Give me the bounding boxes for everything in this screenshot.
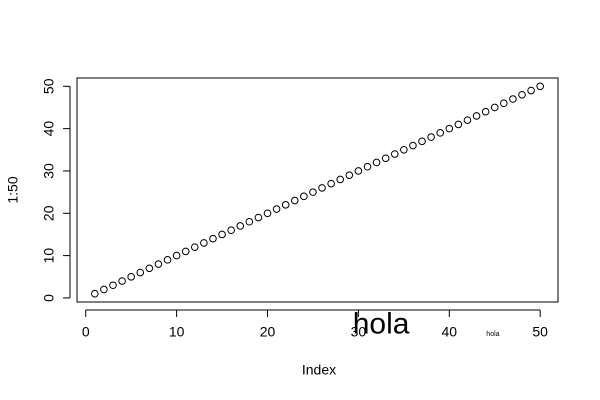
point xyxy=(218,230,226,239)
point xyxy=(500,99,508,108)
point xyxy=(381,154,390,163)
x-tick-label: 20 xyxy=(260,324,276,340)
point xyxy=(536,82,544,91)
point xyxy=(409,141,417,150)
point xyxy=(163,256,172,264)
x-tick-label: 40 xyxy=(442,324,458,340)
y-axis-label: 1:50 xyxy=(5,176,21,203)
y-tick-label: 30 xyxy=(41,163,57,179)
point xyxy=(236,222,245,230)
point xyxy=(436,129,445,137)
point xyxy=(509,95,517,103)
point xyxy=(290,196,299,205)
point xyxy=(245,217,254,226)
point xyxy=(263,209,272,218)
annotation: hola xyxy=(353,307,410,340)
point xyxy=(91,289,99,298)
point xyxy=(100,285,108,294)
y-tick-label: 0 xyxy=(41,294,57,302)
plot-box xyxy=(76,77,559,303)
point xyxy=(118,277,126,285)
point xyxy=(445,124,454,133)
x-tick-label: 10 xyxy=(169,324,185,340)
x-tick-label: 50 xyxy=(532,324,548,340)
point xyxy=(154,260,163,268)
point xyxy=(481,107,490,116)
point xyxy=(281,201,290,209)
point xyxy=(327,179,335,188)
point xyxy=(181,247,190,256)
point xyxy=(400,145,408,154)
annotation: hola xyxy=(486,331,499,338)
point xyxy=(336,175,345,184)
point xyxy=(318,184,326,192)
point xyxy=(390,150,399,158)
point xyxy=(109,281,117,290)
point xyxy=(490,103,499,112)
point xyxy=(209,234,217,243)
point xyxy=(427,133,435,141)
point xyxy=(363,162,372,171)
point xyxy=(309,188,317,196)
point xyxy=(527,86,535,95)
x-tick-label: 30 xyxy=(351,324,367,340)
point xyxy=(418,137,426,146)
point xyxy=(372,158,381,167)
point xyxy=(518,90,526,99)
point xyxy=(200,239,208,247)
point xyxy=(145,264,154,273)
point xyxy=(227,226,235,235)
point xyxy=(136,268,145,277)
point xyxy=(454,120,463,129)
point xyxy=(354,167,363,175)
y-tick-label: 50 xyxy=(41,78,57,94)
point xyxy=(127,272,135,281)
x-axis-label: Index xyxy=(302,362,336,378)
point xyxy=(254,213,263,222)
y-tick-label: 20 xyxy=(41,205,57,221)
x-tick-label: 0 xyxy=(82,324,90,340)
y-tick-label: 10 xyxy=(41,248,57,264)
y-tick-label: 40 xyxy=(41,121,57,137)
point xyxy=(463,116,472,124)
point xyxy=(472,112,481,120)
point xyxy=(190,243,199,251)
point xyxy=(172,251,181,260)
point xyxy=(345,171,354,179)
point xyxy=(300,192,308,201)
point xyxy=(272,205,281,213)
